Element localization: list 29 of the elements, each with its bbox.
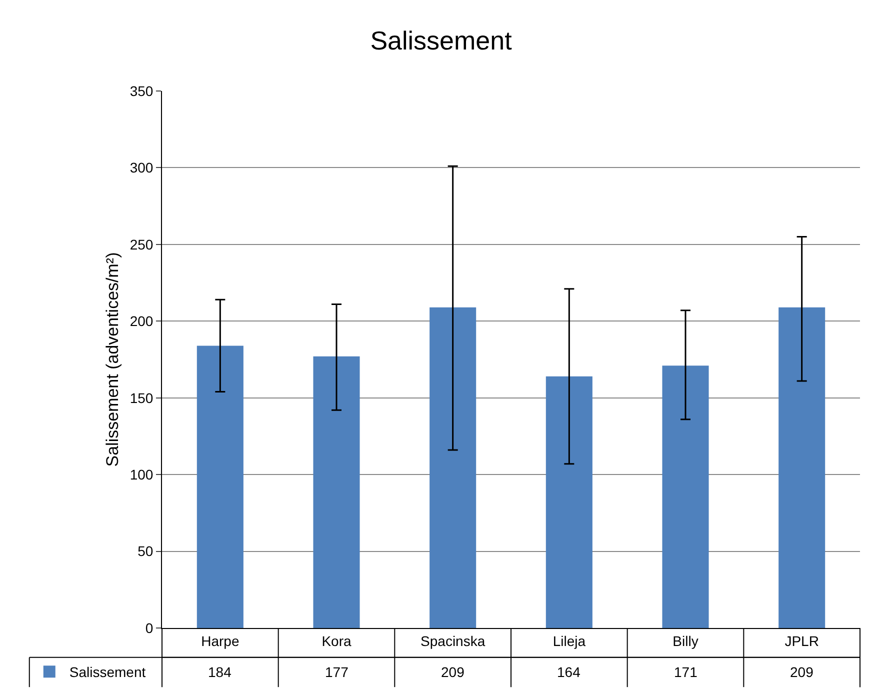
x-tick-label: Spacinska: [420, 632, 486, 649]
x-tick-label: Harpe: [201, 632, 240, 649]
y-tick-label: 300: [130, 160, 154, 176]
bar: [546, 376, 592, 628]
bar: [196, 346, 244, 628]
data-label: 164: [557, 664, 581, 680]
x-tick-label: Lileja: [552, 632, 586, 649]
data-label: 184: [208, 664, 232, 680]
y-tick-label: 50: [138, 543, 154, 560]
bar: [430, 307, 476, 628]
legend-label: Salissement: [69, 664, 146, 680]
data-label: 209: [441, 664, 465, 680]
y-tick-label: 150: [130, 390, 154, 406]
chart-title: Salissement: [370, 26, 513, 56]
data-label: 177: [325, 664, 349, 680]
y-tick-label: 250: [130, 236, 154, 252]
bar: [662, 366, 709, 628]
y-tick-label: 0: [145, 620, 154, 636]
data-label: 171: [674, 664, 698, 680]
bar: [778, 307, 826, 628]
x-tick-label: Kora: [322, 632, 352, 649]
y-axis-title: Salissement (adventices/m²): [103, 252, 122, 467]
data-label: 209: [790, 664, 814, 680]
y-tick-label: 200: [130, 313, 154, 330]
x-tick-label: Billy: [672, 632, 698, 649]
y-tick-label: 100: [130, 466, 154, 482]
y-tick-label: 350: [130, 82, 154, 99]
x-tick-label: JPLR: [784, 632, 819, 649]
bar: [313, 356, 360, 628]
